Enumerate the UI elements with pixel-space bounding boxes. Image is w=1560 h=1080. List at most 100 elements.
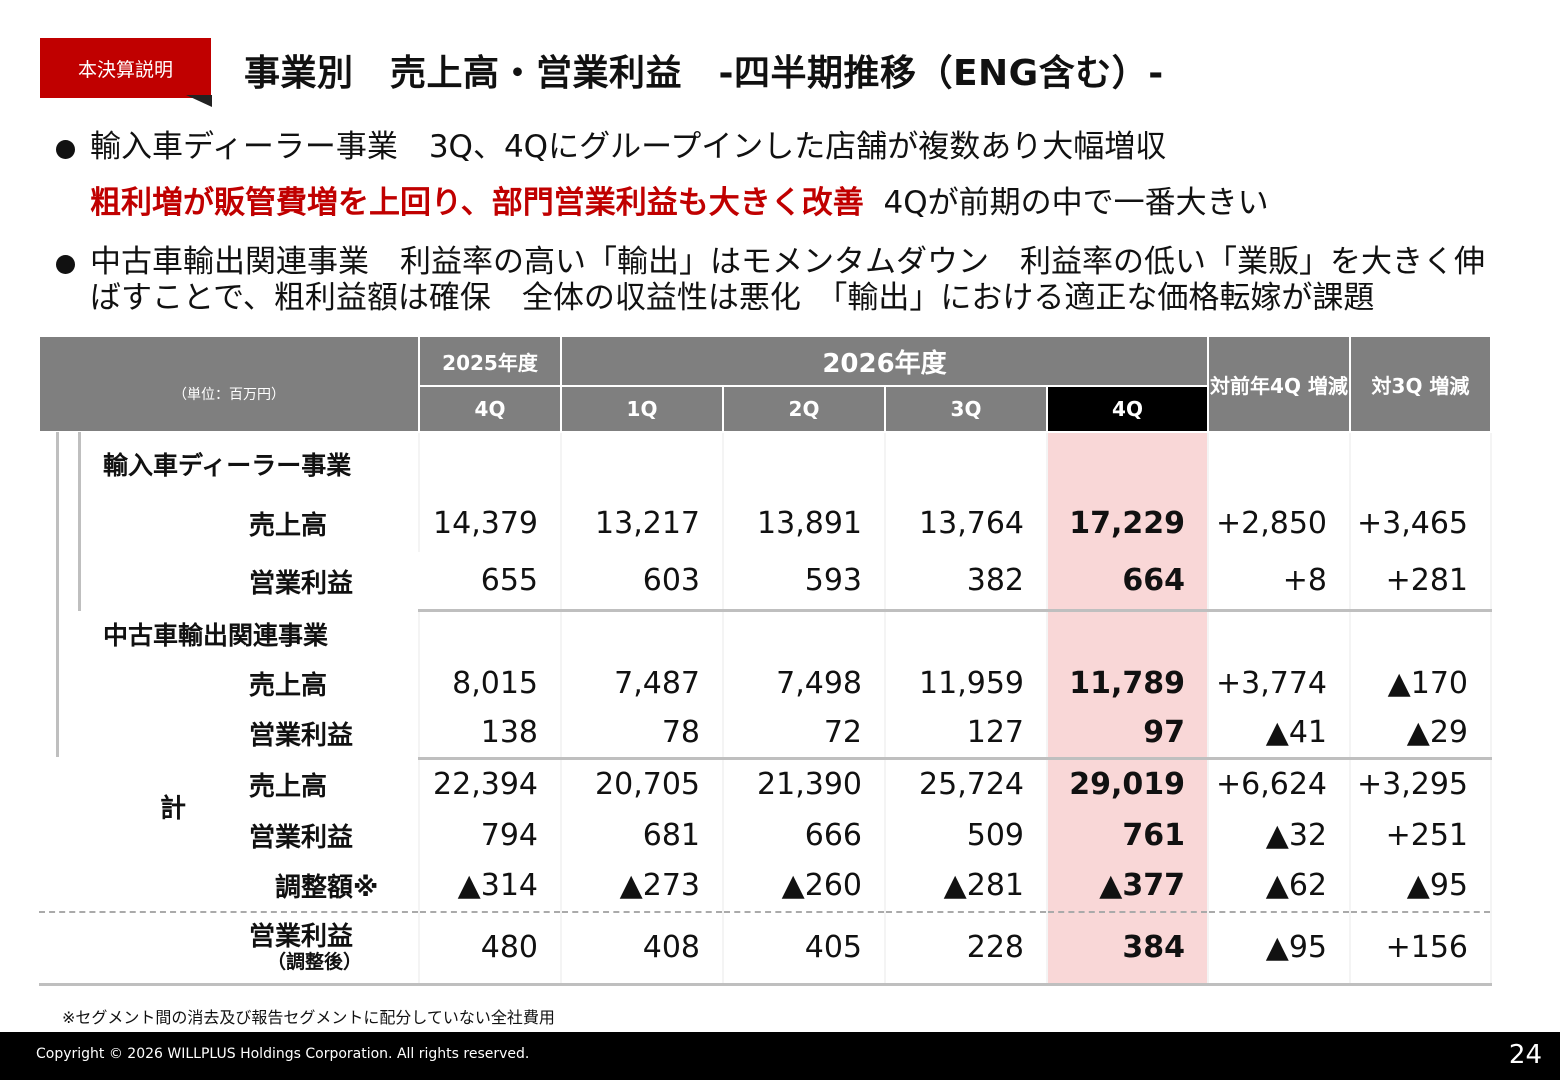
footnote: ※セグメント間の消去及び報告セグメントに配分していない全社費用 (62, 1008, 555, 1027)
table-cell: 13,764 (885, 494, 1048, 552)
table-cell: 480 (419, 911, 562, 986)
table-cell: +3,465 (1350, 494, 1492, 552)
yoy-header: 対前年4Q 増減 (1207, 335, 1351, 433)
table-cell: 72 (723, 708, 886, 760)
row-label: 調整額※ (39, 860, 420, 912)
table-cell: 382 (885, 552, 1048, 612)
table-cell: 11,959 (885, 658, 1048, 708)
table-cell: 664 (1047, 552, 1209, 612)
fy2026-header: 2026年度 (560, 335, 1209, 387)
table-row: 売上高 14,379 13,217 13,891 13,764 17,229 +… (39, 494, 1492, 552)
table-cell: 384 (1047, 911, 1209, 986)
table-cell: ▲41 (1208, 708, 1351, 760)
table-row: 調整額※ ▲314 ▲273 ▲260 ▲281 ▲377 ▲62 ▲95 (39, 860, 1492, 912)
segment-bracket-2 (56, 432, 59, 757)
segment-bracket-1 (78, 432, 81, 611)
table-cell: 655 (419, 552, 562, 612)
row-label: 営業利益 (39, 708, 420, 758)
table-cell: 22,394 (419, 758, 562, 810)
table-cell: +3,295 (1350, 758, 1492, 810)
table-cell: ▲32 (1208, 810, 1351, 860)
quarter-header: 1Q (560, 385, 724, 433)
table-cell: ▲62 (1208, 860, 1351, 912)
table-cell: ▲95 (1350, 860, 1492, 912)
section-tag: 本決算説明 (40, 38, 211, 98)
table-row: 営業利益 794 681 666 509 761 ▲32 +251 (39, 810, 1492, 860)
table-cell: 14,379 (419, 494, 562, 552)
table-cell: ▲314 (419, 860, 562, 912)
row-label: 営業利益 (249, 568, 354, 599)
slide-title: 事業別 売上高・営業利益 -四半期推移（ENG含む）- (244, 53, 1164, 94)
bullet-1-line-1: 輸入車ディーラー事業 3Q、4Qにグループインした店舗が複数あり大幅増収 (90, 129, 1167, 165)
table-cell: 761 (1047, 810, 1209, 860)
quarter-header: 3Q (884, 385, 1048, 433)
copyright: Copyright © 2026 WILLPLUS Holdings Corpo… (36, 1046, 530, 1062)
table-cell: +281 (1350, 552, 1492, 612)
table-cell: 7,498 (723, 658, 886, 708)
table-cell: 593 (723, 552, 886, 612)
table-row: 売上高 22,394 20,705 21,390 25,724 29,019 +… (39, 758, 1492, 810)
bullet-1-rest: 4Qが前期の中で一番大きい (883, 185, 1269, 221)
table-cell: 13,217 (561, 494, 724, 552)
table-cell: 228 (885, 911, 1048, 986)
table-cell: +8 (1208, 552, 1351, 612)
bullet-1-line-2: 粗利増が販管費増を上回り、部門営業利益も大きく改善 4Qが前期の中で一番大きい (90, 185, 1269, 222)
table-cell: +251 (1350, 810, 1492, 860)
table-cell: 13,891 (723, 494, 886, 552)
row-label: 売上高 (39, 494, 420, 552)
row-label: 営業利益 (39, 810, 420, 860)
table-cell: 29,019 (1047, 758, 1209, 810)
segment-name: 輸入車ディーラー事業 (39, 432, 420, 494)
bullet-dot-1 (56, 140, 75, 159)
table-cell: 138 (419, 708, 562, 760)
table-cell: +156 (1350, 911, 1492, 986)
table-cell: 405 (723, 911, 886, 986)
table-cell: ▲281 (885, 860, 1048, 912)
table-cell: 97 (1047, 708, 1209, 760)
table-cell: ▲95 (1208, 911, 1351, 986)
tag-notch (186, 95, 212, 107)
table-cell: 603 (561, 552, 724, 612)
segment-name: 中古車輸出関連事業 (39, 610, 420, 658)
table-cell: +3,774 (1208, 658, 1351, 708)
qoq-header: 対3Q 増減 (1349, 335, 1492, 433)
row-label-main: 営業利益 (249, 922, 354, 952)
row-label-sub: （調整後） (267, 950, 363, 973)
table-cell: ▲377 (1047, 860, 1209, 912)
table-cell: ▲273 (561, 860, 724, 912)
table-cell: +2,850 (1208, 494, 1351, 552)
table-row: 売上高 8,015 7,487 7,498 11,959 11,789 +3,7… (39, 658, 1492, 708)
bullet-1-highlight: 粗利増が販管費増を上回り、部門営業利益も大きく改善 (90, 185, 864, 221)
table-cell: 681 (561, 810, 724, 860)
table-cell: 20,705 (561, 758, 724, 810)
fy2025-header: 2025年度 (418, 335, 562, 387)
table-row: 営業利益 138 78 72 127 97 ▲41 ▲29 (39, 708, 1492, 760)
table-cell: ▲170 (1350, 658, 1492, 708)
table-cell: 25,724 (885, 758, 1048, 810)
bullet-2-line-2: ばすことで、粗利益額は確保 全体の収益性は悪化 「輸出」における適正な価格転嫁が… (90, 280, 1375, 316)
table-row: 営業利益 （調整後） 480 408 405 228 384 ▲95 +156 (39, 911, 1492, 986)
row-label: 売上高 (39, 658, 420, 708)
table-cell: 408 (561, 911, 724, 986)
footer-bar: Copyright © 2026 WILLPLUS Holdings Corpo… (0, 1032, 1560, 1080)
table-cell: 8,015 (419, 658, 562, 708)
segment-table: （単位：百万円） 2025年度 2026年度 対前年4Q 増減 対3Q 増減 4… (38, 335, 1492, 986)
table-cell: 666 (723, 810, 886, 860)
quarter-header: 2Q (722, 385, 886, 433)
table-cell: 509 (885, 810, 1048, 860)
table-cell: 7,487 (561, 658, 724, 708)
bullet-2-line-1: 中古車輸出関連事業 利益率の高い「輸出」はモメンタムダウン 利益率の低い「業販」… (90, 244, 1485, 280)
current-quarter-header: 4Q (1046, 385, 1209, 433)
table-cell: 127 (885, 708, 1048, 760)
quarter-header: 4Q (418, 385, 562, 433)
total-label: 計 (160, 794, 187, 824)
unit-header: （単位：百万円） (38, 335, 420, 433)
table-cell: 78 (561, 708, 724, 760)
row-label: 売上高 (39, 758, 420, 810)
table-cell: ▲260 (723, 860, 886, 912)
bullet-dot-2 (56, 255, 75, 274)
page-number: 24 (1508, 1040, 1542, 1070)
table-cell: 21,390 (723, 758, 886, 810)
table-row: 営業利益 655 603 593 382 664 +8 +281 (39, 552, 1492, 612)
table-cell: 11,789 (1047, 658, 1209, 708)
